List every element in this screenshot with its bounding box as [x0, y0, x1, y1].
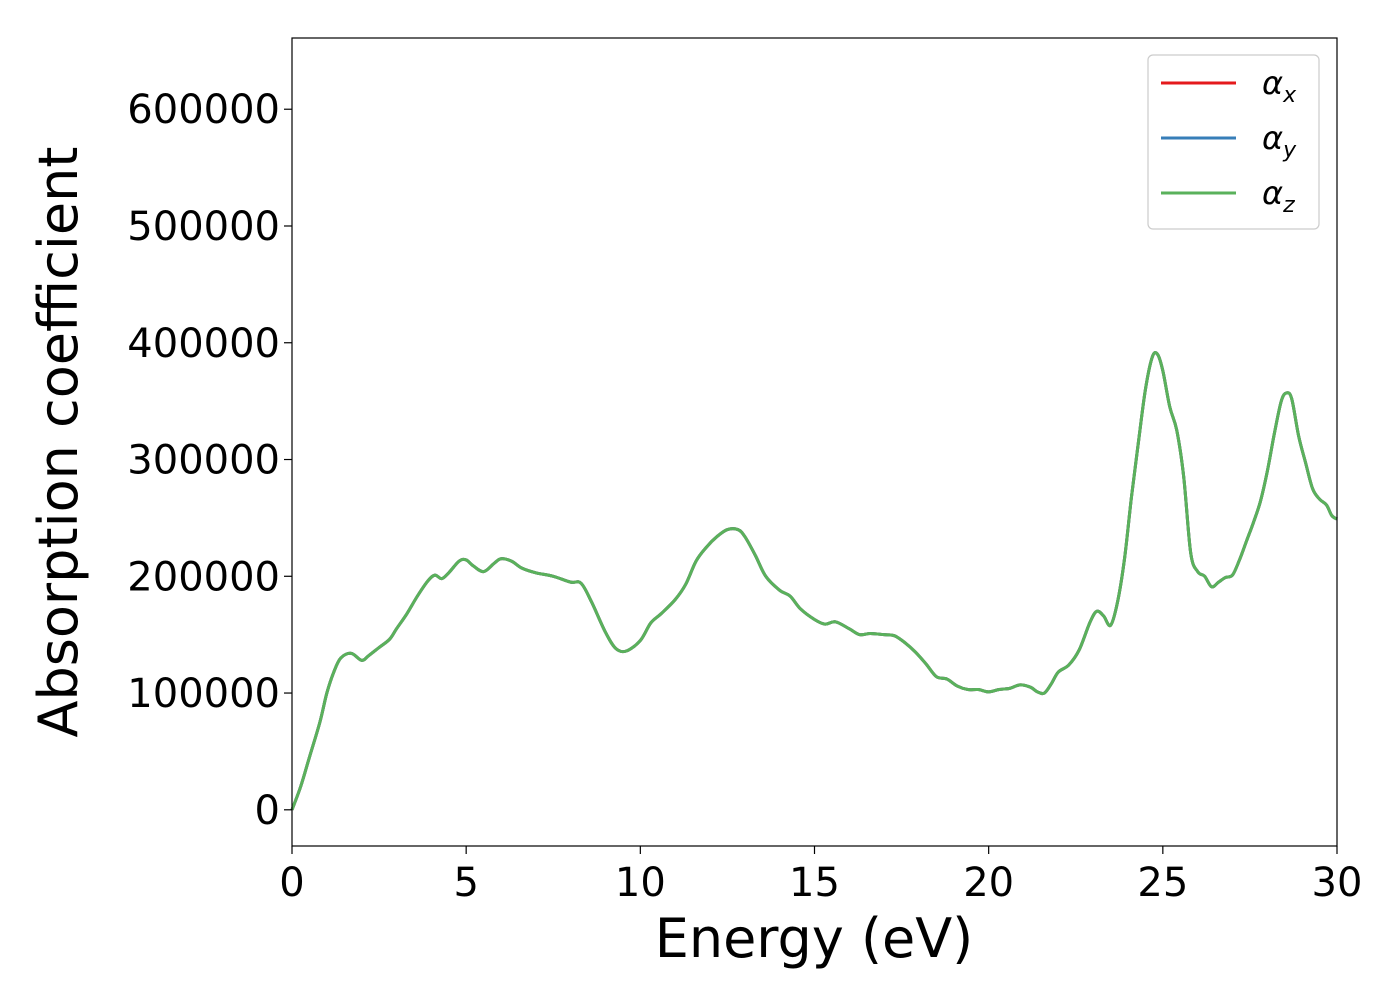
x-tick-label: 15	[789, 860, 840, 906]
series-line-z	[290, 351, 1338, 811]
x-axis-label: Energy (eV)	[655, 907, 974, 970]
series-lines	[290, 351, 1338, 811]
y-tick-label: 100000	[127, 671, 280, 717]
legend: αx αy αz	[1147, 54, 1320, 230]
y-tick-label: 500000	[127, 204, 280, 250]
x-tick-label: 0	[279, 860, 304, 906]
y-axis-ticks: 0 100000 200000 300000 400000 500000 600000	[127, 87, 292, 834]
x-tick-label: 30	[1312, 860, 1363, 906]
y-axis-label: Absorption coefficient	[27, 147, 90, 738]
legend-box	[1147, 54, 1320, 230]
y-tick-label: 200000	[127, 554, 280, 600]
y-tick-label: 0	[255, 788, 280, 834]
legend-label-x: αx	[1262, 64, 1297, 108]
x-tick-label: 5	[453, 860, 478, 906]
x-tick-label: 25	[1137, 860, 1188, 906]
y-tick-label: 400000	[127, 321, 280, 367]
legend-label-y: αy	[1262, 119, 1297, 163]
y-tick-label: 300000	[127, 438, 280, 484]
x-tick-label: 20	[963, 860, 1014, 906]
x-tick-label: 10	[615, 860, 666, 906]
legend-label-z: αz	[1262, 174, 1295, 218]
x-axis-ticks: 0 5 10 15 20 25 30	[279, 846, 1362, 906]
y-tick-label: 600000	[127, 87, 280, 133]
